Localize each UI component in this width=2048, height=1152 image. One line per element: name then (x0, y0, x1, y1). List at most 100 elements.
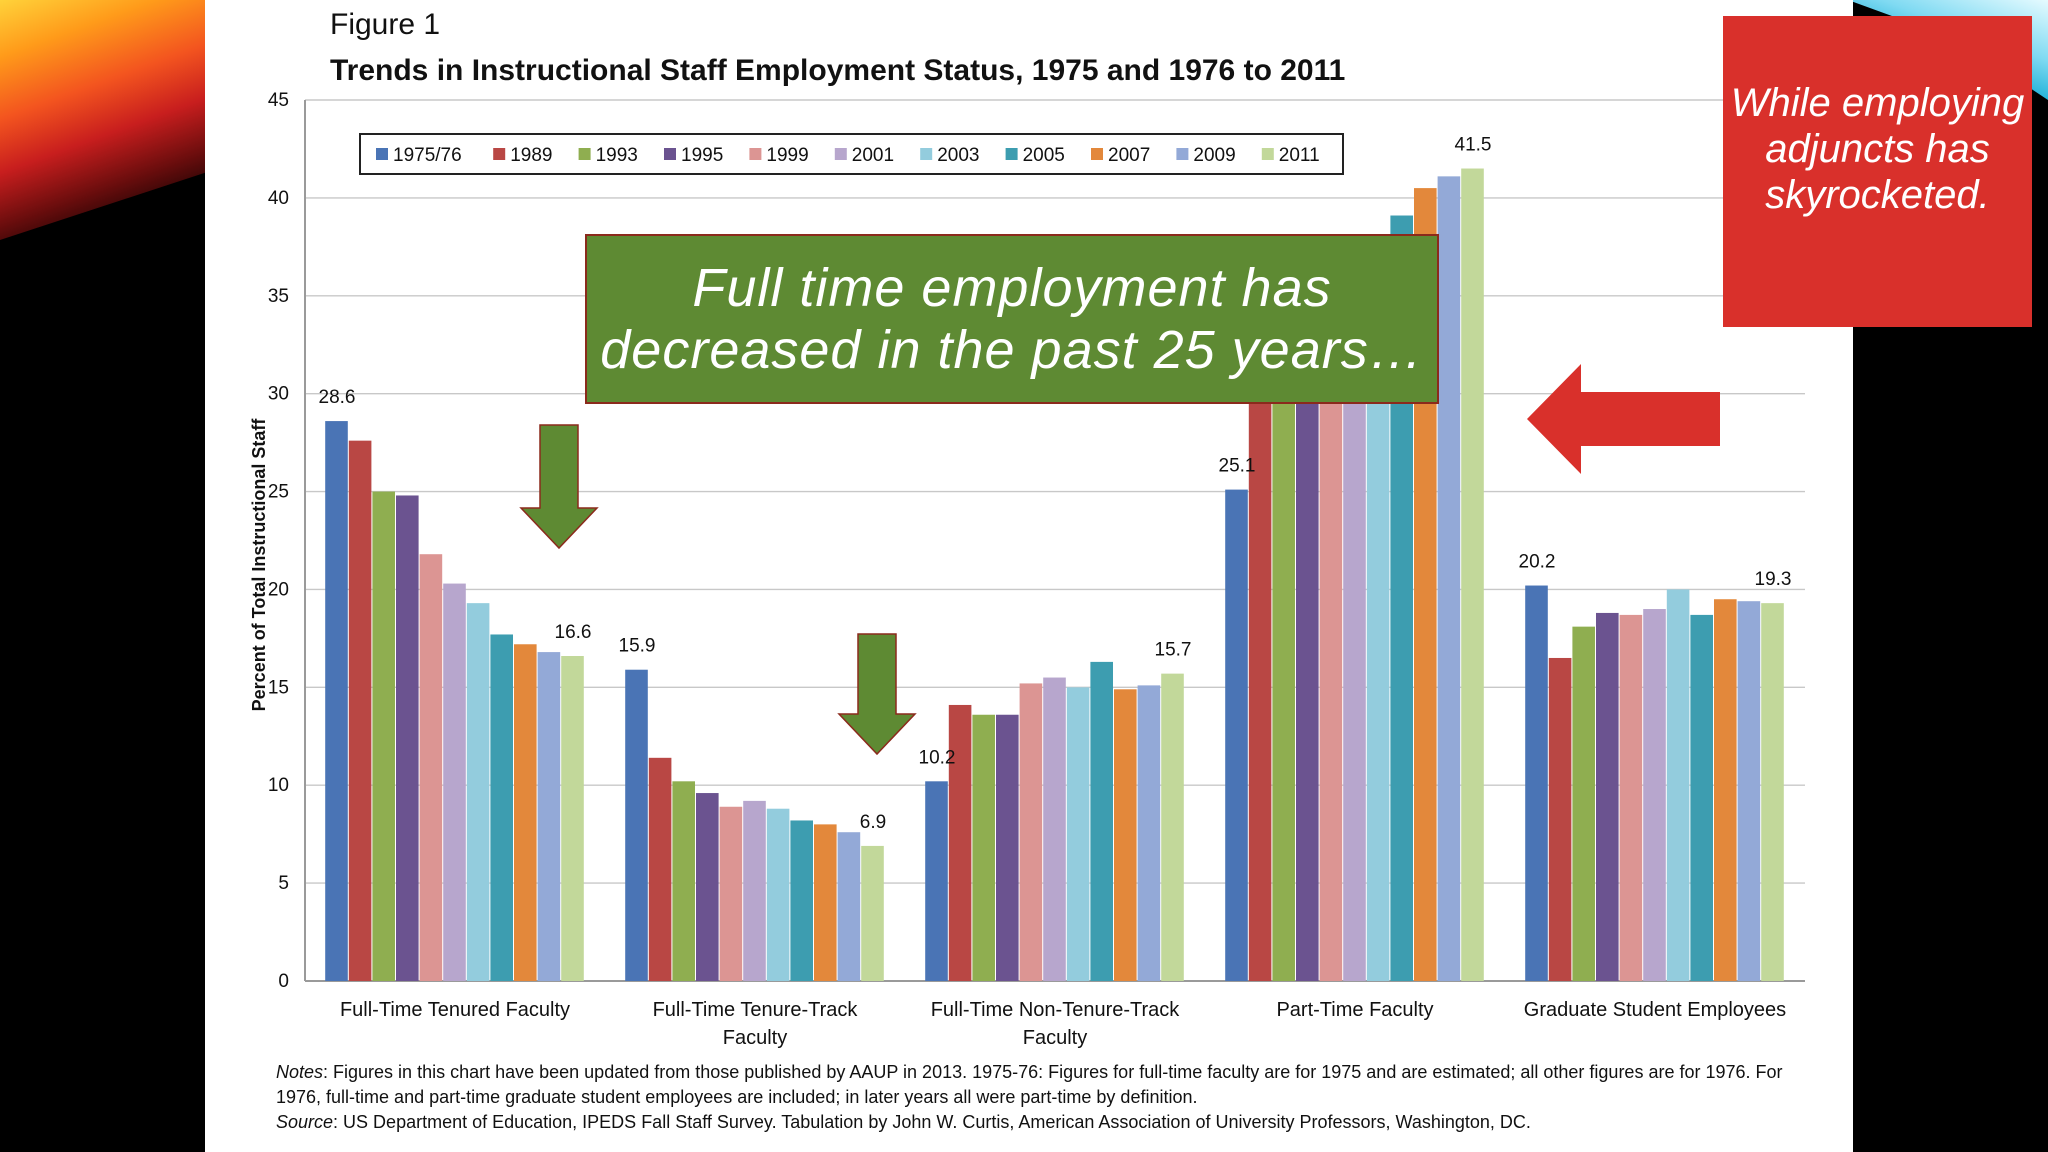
decorative-swoosh-left (0, 0, 205, 240)
bar (443, 583, 466, 981)
slide: Figure 1 Trends in Instructional Staff E… (205, 0, 2032, 1152)
y-tick-label: 30 (268, 384, 289, 405)
legend-label: 2011 (1279, 145, 1320, 166)
bar (1461, 168, 1484, 981)
legend-swatch (578, 148, 591, 160)
legend-label: 1989 (510, 145, 552, 166)
bar (1019, 683, 1043, 981)
bar (1248, 385, 1272, 981)
x-category-label: Full-Time Tenured Faculty (340, 999, 570, 1021)
bar (1761, 603, 1784, 981)
bar (672, 781, 695, 981)
x-category-label: Full-Time Non-Tenure-Track Faculty (931, 999, 1181, 1049)
legend-label: 1995 (681, 145, 723, 166)
x-category-label: Full-Time Tenure-Track Faculty (653, 999, 859, 1049)
bar (561, 656, 584, 981)
legend-label: 2005 (1023, 145, 1065, 166)
bar (1548, 657, 1572, 981)
y-tick-label: 5 (278, 873, 289, 894)
legend-label: 2001 (852, 145, 894, 166)
bar (1114, 689, 1137, 981)
bar (1690, 614, 1713, 981)
legend-swatch (493, 148, 506, 160)
bar (1390, 215, 1413, 981)
bar (1296, 331, 1319, 981)
bar (948, 704, 972, 981)
bar (1666, 589, 1690, 981)
bar (837, 832, 861, 981)
bar (972, 714, 995, 981)
y-tick-label: 15 (268, 677, 289, 698)
bar (372, 491, 395, 981)
legend-label: 2009 (1193, 145, 1235, 166)
legend-swatch (664, 148, 676, 160)
bar (1272, 332, 1295, 981)
bar (1437, 176, 1461, 981)
bar (766, 808, 790, 981)
bar (537, 652, 561, 981)
bar (514, 644, 537, 981)
bar (1066, 687, 1090, 981)
bar (1043, 677, 1066, 981)
legend-swatch (1261, 148, 1274, 160)
y-tick-label: 45 (268, 90, 289, 111)
legend-label: 1999 (766, 145, 808, 166)
data-label: 6.9 (860, 812, 886, 833)
bar (396, 495, 419, 981)
source-label: Source (276, 1112, 334, 1132)
y-tick-label: 40 (268, 188, 289, 209)
bar (790, 820, 813, 981)
bar (1737, 601, 1761, 981)
green-arrow-down-1 (519, 424, 599, 550)
legend-swatch (834, 148, 847, 160)
bar (925, 781, 948, 981)
bar (1319, 285, 1343, 981)
bar (696, 793, 719, 981)
chart-title: Trends in Instructional Staff Employment… (330, 54, 1345, 87)
red-arrow-left (1527, 364, 1720, 474)
bar (1714, 599, 1737, 981)
bar (1225, 489, 1248, 981)
legend-label: 1993 (596, 145, 638, 166)
y-tick-label: 0 (278, 971, 289, 992)
x-category-label: Part-Time Faculty (1276, 999, 1433, 1021)
source-text: : US Department of Education, IPEDS Fall… (333, 1112, 1531, 1132)
bar (996, 714, 1019, 981)
legend-swatch (920, 148, 933, 160)
callout-adjuncts-skyrocketed: While employing adjuncts has skyrocketed… (1723, 16, 2032, 327)
green-arrow-down-2 (837, 633, 917, 756)
bar (648, 757, 672, 981)
bar (1572, 626, 1595, 981)
bar (1090, 661, 1113, 981)
bar (348, 440, 372, 981)
data-label: 19.3 (1755, 569, 1792, 590)
y-tick-label: 35 (268, 286, 289, 307)
callout-full-time-decrease: Full time employment has decreased in th… (585, 234, 1439, 404)
data-label: 41.5 (1455, 135, 1492, 156)
legend-label: 1975/76 (393, 145, 462, 166)
bar (1643, 609, 1666, 981)
bar (1525, 585, 1548, 981)
data-label: 28.6 (319, 387, 356, 408)
bar (1596, 612, 1619, 981)
legend-label: 2003 (937, 145, 979, 166)
bar (1343, 276, 1366, 981)
data-label: 15.9 (619, 636, 656, 657)
bar (1161, 673, 1184, 981)
bar (1366, 256, 1390, 982)
y-tick-label: 20 (268, 579, 289, 600)
data-label: 15.7 (1155, 640, 1192, 661)
data-label: 20.2 (1519, 552, 1556, 573)
data-label: 25.1 (1219, 456, 1256, 477)
figure-label: Figure 1 (330, 8, 440, 41)
legend-swatch (1176, 148, 1189, 160)
bar (625, 669, 648, 981)
bar (1137, 685, 1161, 981)
legend-swatch (1091, 148, 1103, 160)
bar (1619, 614, 1643, 981)
legend-swatch (1005, 148, 1018, 160)
x-category-label: Graduate Student Employees (1524, 999, 1786, 1021)
y-axis-label: Percent of Total Instructional Staff (249, 418, 269, 712)
data-label: 10.2 (919, 747, 956, 768)
notes-label: Notes (276, 1062, 324, 1082)
